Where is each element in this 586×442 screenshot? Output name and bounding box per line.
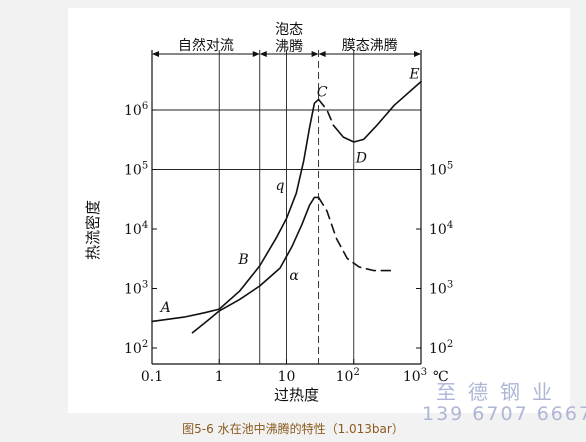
watermark-phone: 139 6707 6667 [422, 403, 586, 425]
region-label-0: 自然对流 [178, 37, 234, 54]
annotation-4: E [408, 66, 419, 82]
y-tick-label-left-1: 103 [124, 280, 148, 298]
y-tick-label-right-1: 103 [429, 280, 453, 298]
y-tick-label-left-0: 102 [124, 339, 148, 357]
region-arrowhead-right-1 [311, 51, 319, 57]
x-tick-label-0: 0.1 [141, 369, 163, 385]
x-tick-label-3: 102 [336, 367, 360, 385]
annotation-5: q [275, 178, 284, 194]
region-arrowhead-right-2 [414, 51, 421, 57]
region-label-2: 膜态沸腾 [342, 37, 398, 54]
x-axis-label: 过热度 [274, 386, 319, 404]
x-tick-label-1: 1 [215, 369, 224, 385]
region-label-1-line2: 沸腾 [275, 38, 303, 55]
x-tick-label-2: 10 [278, 369, 296, 385]
region-arrowhead-left-1 [259, 51, 267, 57]
y-tick-label-right-0: 102 [429, 339, 453, 357]
watermark-company: 至德钢业 [436, 380, 564, 404]
annotation-1: B [237, 252, 248, 268]
x-tick-label-4: 103 [403, 367, 427, 385]
series-line-2 [332, 80, 422, 143]
y-tick-label-left-4: 106 [124, 101, 148, 119]
region-arrowhead-left-2 [318, 51, 326, 57]
y-tick-label-right-2: 104 [429, 220, 453, 238]
annotation-3: D [355, 151, 367, 167]
region-label-1-line1: 泡态 [275, 22, 303, 38]
y-tick-label-left-2: 104 [124, 220, 148, 238]
annotation-6: α [289, 268, 299, 284]
annotation-2: C [317, 84, 328, 100]
figure-caption: 图5-6 水在池中沸腾的特性（1.013bar） [182, 422, 404, 436]
annotation-0: A [159, 300, 171, 316]
y-tick-label-right-3: 105 [429, 161, 453, 179]
region-arrowhead-left-0 [152, 51, 159, 57]
region-arrowhead-right-0 [252, 51, 260, 57]
series-line-3 [191, 196, 320, 334]
x-unit-label: ℃ [433, 369, 449, 385]
y-axis-label: 热流密度 [84, 200, 102, 260]
series-line-1 [317, 98, 335, 127]
series-line-4 [317, 196, 395, 272]
series-line-0 [151, 98, 320, 323]
y-tick-label-left-3: 105 [124, 161, 148, 179]
